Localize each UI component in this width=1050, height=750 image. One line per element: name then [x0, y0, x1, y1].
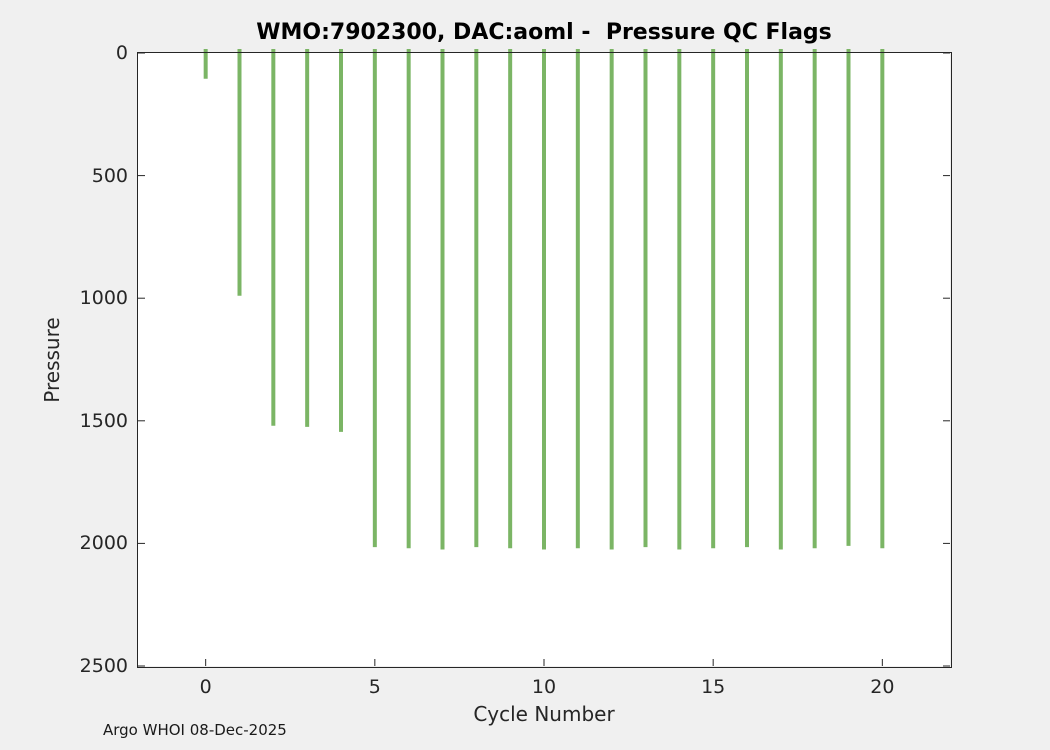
x-tick-label: 20	[870, 676, 895, 698]
x-axis-label: Cycle Number	[473, 702, 615, 726]
credit-text: Argo WHOI 08-Dec-2025	[103, 721, 287, 739]
y-tick-label: 500	[91, 164, 128, 187]
x-tick-label: 5	[368, 676, 381, 698]
x-tick-label: 10	[531, 676, 557, 698]
x-tick-label: 0	[199, 676, 212, 698]
y-tick-label: 1000	[79, 287, 128, 310]
plot-canvas	[138, 49, 950, 667]
x-tick-label: 15	[701, 676, 726, 698]
y-tick-label: 0	[115, 42, 128, 64]
y-tick-label: 2500	[79, 655, 128, 677]
y-axis-label: Pressure	[40, 317, 64, 403]
chart-title: WMO:7902300, DAC:aoml - Pressure QC Flag…	[256, 20, 832, 45]
y-tick-label: 1500	[79, 409, 128, 432]
y-tick-label: 2000	[79, 532, 128, 555]
